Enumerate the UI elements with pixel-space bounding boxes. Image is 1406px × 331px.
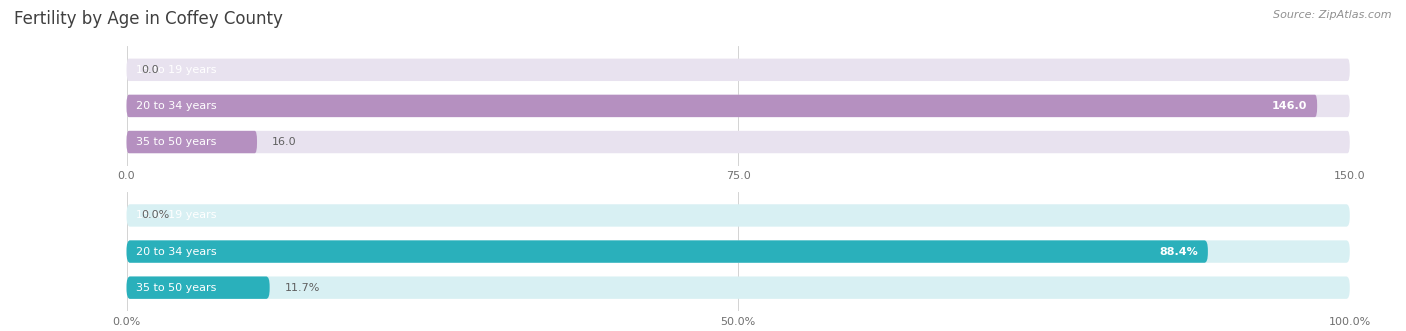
FancyBboxPatch shape [127,59,1350,81]
FancyBboxPatch shape [127,95,1350,117]
Text: 35 to 50 years: 35 to 50 years [136,137,217,147]
Text: 15 to 19 years: 15 to 19 years [136,211,217,220]
FancyBboxPatch shape [127,276,270,299]
Text: 146.0: 146.0 [1272,101,1308,111]
Text: 0.0%: 0.0% [141,211,170,220]
FancyBboxPatch shape [127,276,1350,299]
FancyBboxPatch shape [127,131,1350,153]
Text: 0.0: 0.0 [141,65,159,75]
Text: 20 to 34 years: 20 to 34 years [136,101,217,111]
FancyBboxPatch shape [127,240,1208,263]
Text: Source: ZipAtlas.com: Source: ZipAtlas.com [1274,10,1392,20]
Text: Fertility by Age in Coffey County: Fertility by Age in Coffey County [14,10,283,28]
FancyBboxPatch shape [127,131,257,153]
Text: 35 to 50 years: 35 to 50 years [136,283,217,293]
Text: 20 to 34 years: 20 to 34 years [136,247,217,257]
FancyBboxPatch shape [127,240,1350,263]
FancyBboxPatch shape [127,95,1317,117]
Text: 16.0: 16.0 [271,137,297,147]
Text: 88.4%: 88.4% [1160,247,1198,257]
Text: 15 to 19 years: 15 to 19 years [136,65,217,75]
FancyBboxPatch shape [127,204,1350,227]
Text: 11.7%: 11.7% [284,283,319,293]
